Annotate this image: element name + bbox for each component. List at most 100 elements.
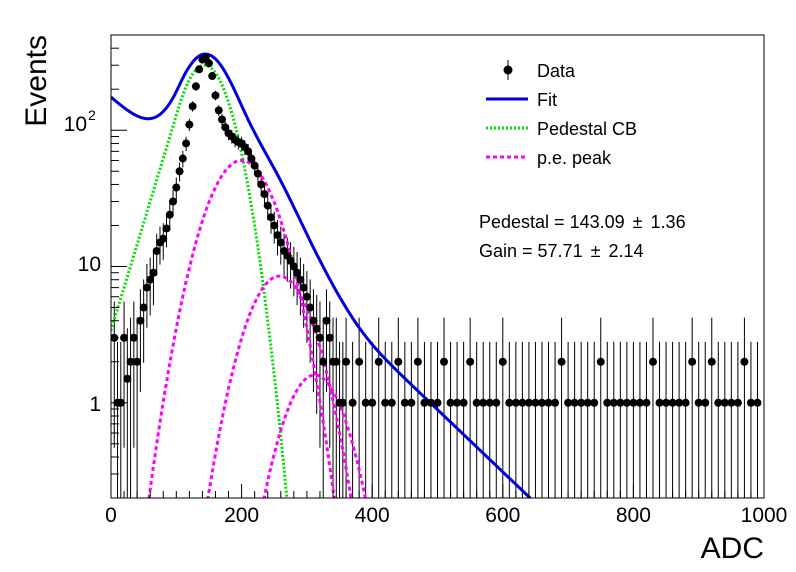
legend-label-pe-peak: p.e. peak xyxy=(537,148,612,168)
data-point-98 xyxy=(518,398,527,407)
data-point-88 xyxy=(453,398,462,407)
data-point-86 xyxy=(440,357,449,366)
data-point-103 xyxy=(551,398,560,407)
data-point-119 xyxy=(655,398,664,407)
gain-pm-symbol: ± xyxy=(591,241,601,261)
legend: Data Fit Pedestal CB p.e. peak xyxy=(486,60,637,168)
legend-entry-data: Data xyxy=(503,60,576,81)
data-point-66 xyxy=(325,333,334,342)
y-tick-label-100-base: 10 xyxy=(64,113,87,136)
data-point-134 xyxy=(753,398,762,407)
fit-curves xyxy=(111,52,533,498)
data-point-61 xyxy=(309,316,318,325)
data-point-115 xyxy=(629,398,638,407)
data-point-50 xyxy=(273,231,282,240)
y-axis-title: Events xyxy=(20,35,53,127)
data-point-100 xyxy=(531,398,540,407)
data-point-22 xyxy=(182,139,191,148)
data-point-91 xyxy=(472,398,481,407)
data-point-87 xyxy=(446,398,455,407)
data-point-33 xyxy=(218,115,227,124)
data-point-63 xyxy=(315,333,324,342)
pedestal-cb-curve xyxy=(111,63,289,498)
data-point-112 xyxy=(609,398,618,407)
data-point-7 xyxy=(133,357,142,366)
data-point-82 xyxy=(413,357,422,366)
data-point-80 xyxy=(400,398,409,407)
data-point-6 xyxy=(129,333,138,342)
data-point-106 xyxy=(570,398,579,407)
data-point-19 xyxy=(172,183,181,192)
data-point-43 xyxy=(250,161,259,170)
pe-peak-curve-3 xyxy=(262,373,367,498)
data-point-93 xyxy=(485,398,494,407)
data-point-57 xyxy=(296,275,305,284)
data-point-51 xyxy=(276,238,285,247)
data-point-46 xyxy=(260,190,269,199)
data-point-48 xyxy=(266,213,275,222)
data-point-129 xyxy=(720,398,729,407)
data-point-133 xyxy=(746,398,755,407)
data-point-72 xyxy=(348,398,357,407)
data-point-56 xyxy=(293,268,302,277)
pedestal-error: 1.36 xyxy=(651,212,686,232)
data-point-59 xyxy=(302,292,311,301)
pedestal-pm-symbol: ± xyxy=(633,212,643,232)
data-point-26 xyxy=(195,65,204,74)
data-point-109 xyxy=(590,398,599,407)
data-point-105 xyxy=(564,398,573,407)
data-point-94 xyxy=(492,398,501,407)
data-point-71 xyxy=(342,357,351,366)
data-point-123 xyxy=(681,398,690,407)
data-point-62 xyxy=(312,324,321,333)
legend-data-marker xyxy=(503,65,513,75)
data-point-90 xyxy=(466,357,475,366)
pe-peak-curve-2 xyxy=(206,274,353,498)
data-point-127 xyxy=(707,357,716,366)
data-point-9 xyxy=(139,303,148,312)
pedestal-result-label: Pedestal = 143.09 xyxy=(479,212,625,232)
data-point-18 xyxy=(169,197,178,206)
data-point-49 xyxy=(270,221,279,230)
x-axis-title: ADC xyxy=(701,532,764,565)
data-point-128 xyxy=(714,398,723,407)
data-point-21 xyxy=(178,154,187,163)
data-point-75 xyxy=(368,398,377,407)
data-point-11 xyxy=(146,275,155,284)
y-tick-label-1: 1 xyxy=(89,393,101,416)
data-point-125 xyxy=(694,398,703,407)
data-point-126 xyxy=(701,398,710,407)
data-point-42 xyxy=(247,154,256,163)
gain-error: 2.14 xyxy=(609,241,644,261)
data-point-114 xyxy=(622,398,631,407)
data-point-68 xyxy=(332,357,341,366)
data-point-29 xyxy=(204,59,213,68)
legend-entry-pedestal: Pedestal CB xyxy=(486,119,637,139)
data-point-4 xyxy=(123,374,132,383)
data-point-45 xyxy=(257,180,266,189)
data-point-13 xyxy=(152,246,161,255)
data-point-15 xyxy=(159,234,168,243)
axis-ticks xyxy=(110,34,765,499)
data-point-44 xyxy=(253,169,262,178)
legend-label-data: Data xyxy=(537,61,576,81)
gain-result-label: Gain = 57.71 xyxy=(479,241,583,261)
data-point-20 xyxy=(175,167,184,176)
data-point-118 xyxy=(648,357,657,366)
data-point-97 xyxy=(511,398,520,407)
data-point-47 xyxy=(263,201,272,210)
data-point-83 xyxy=(420,398,429,407)
y-tick-label-10: 10 xyxy=(78,253,101,276)
data-point-102 xyxy=(544,398,553,407)
pedestal-result: Pedestal = 143.09 ± 1.36 xyxy=(479,212,686,232)
data-point-73 xyxy=(355,357,364,366)
data-point-74 xyxy=(361,398,370,407)
data-point-10 xyxy=(142,283,151,292)
pe-peak-curve-1 xyxy=(147,159,336,498)
data-point-60 xyxy=(306,303,315,312)
data-point-117 xyxy=(642,398,651,407)
fit-results: Pedestal = 143.09 ± 1.36 Gain = 57.71 ± … xyxy=(479,212,686,261)
data-point-76 xyxy=(374,357,383,366)
data-point-110 xyxy=(596,357,605,366)
